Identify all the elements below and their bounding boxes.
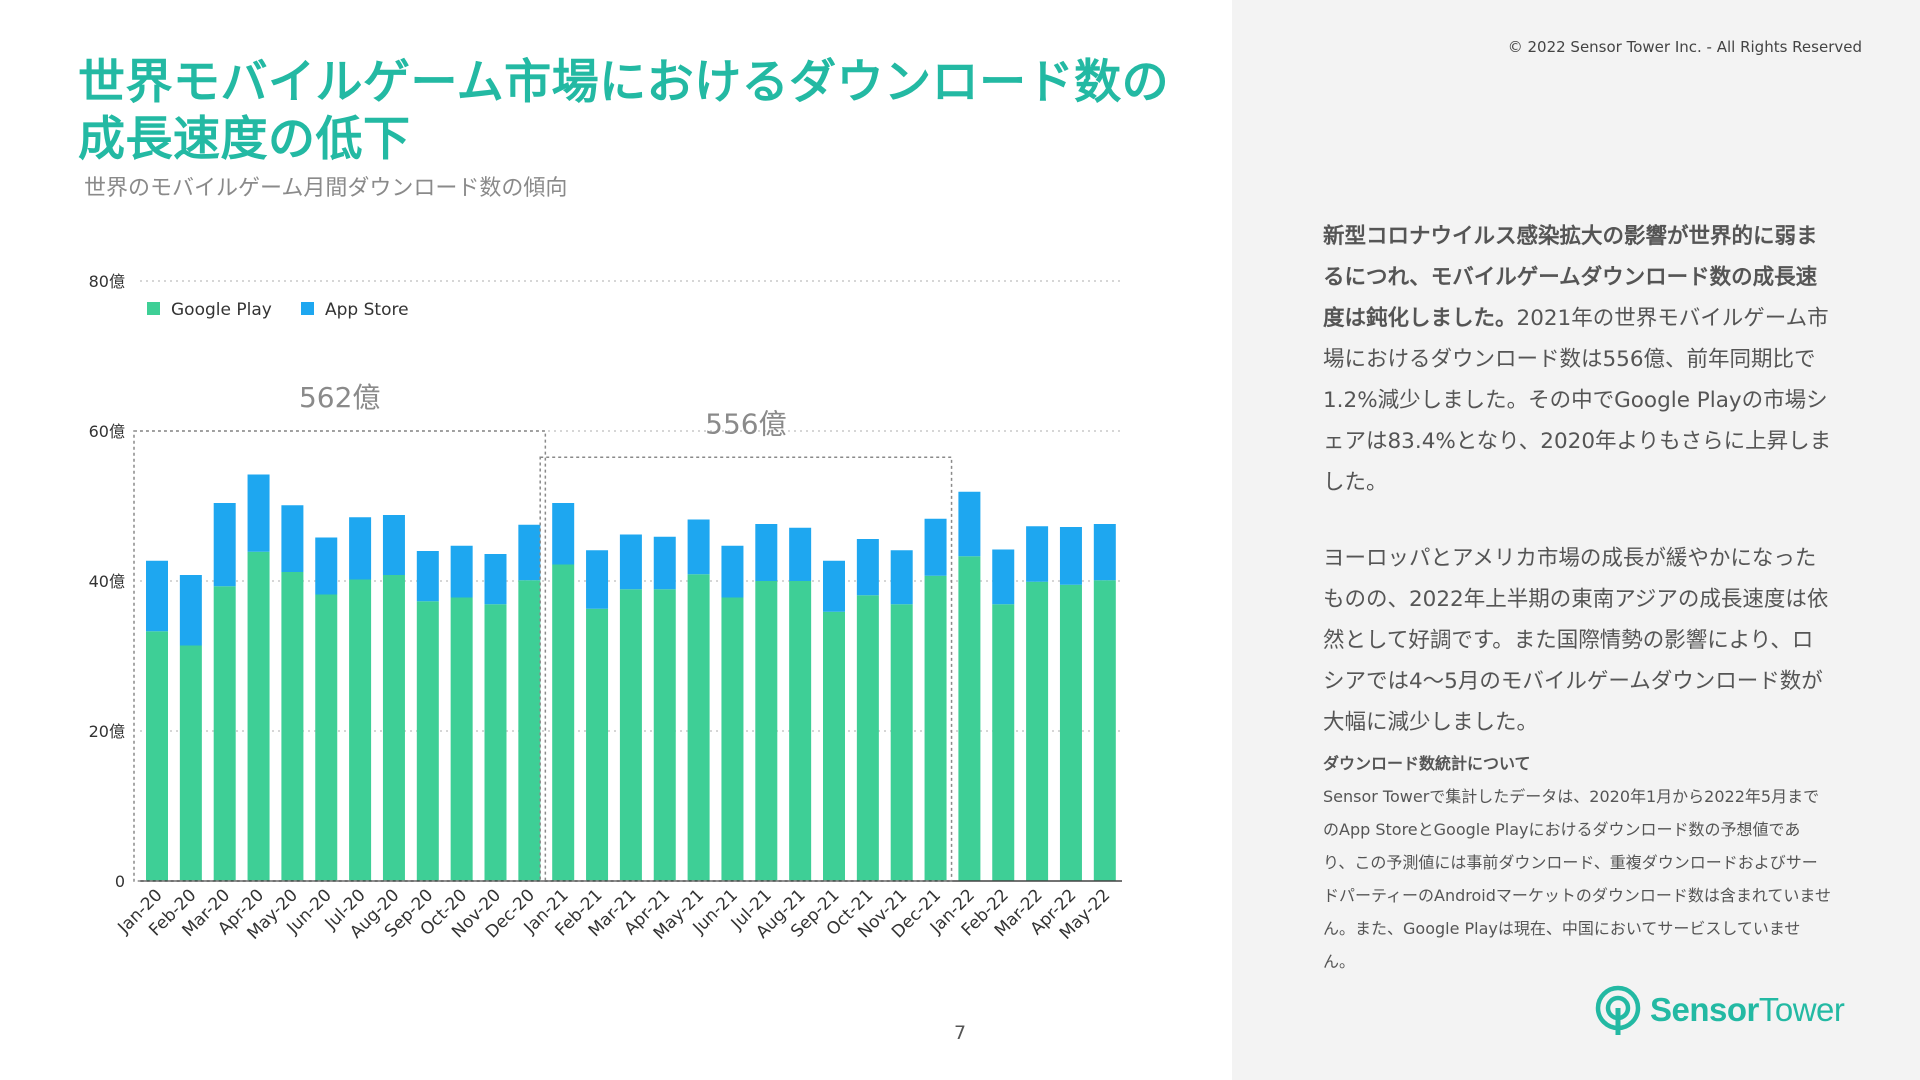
legend-label: Google Play xyxy=(171,300,272,320)
sensor-tower-logo: SensorTower xyxy=(1594,982,1845,1038)
logo-wordmark: SensorTower xyxy=(1650,991,1845,1029)
bar-app-store xyxy=(349,517,372,580)
bar-app-store xyxy=(721,545,744,598)
bar-app-store xyxy=(856,539,879,596)
bar-google-play xyxy=(146,631,168,881)
legend-swatch xyxy=(301,302,314,315)
y-tick-label: 20億 xyxy=(89,722,125,741)
bar-google-play xyxy=(653,589,676,881)
summary-paragraph: 新型コロナウイルス感染拡大の影響が世界的に弱まるにつれ、モバイルゲームダウンロー… xyxy=(1323,216,1833,503)
bar-app-store xyxy=(992,549,1015,605)
downloads-bar-chart: 020億40億60億80億562億556億Jan-20Feb-20Mar-20A… xyxy=(89,272,1122,944)
y-tick-label: 0 xyxy=(115,872,125,891)
bar-app-store xyxy=(653,536,676,590)
bar-app-store xyxy=(1059,527,1082,585)
regional-paragraph: ヨーロッパとアメリカ市場の成長が緩やかになったものの、2022年上半期の東南アジ… xyxy=(1323,546,1829,735)
bar-app-store xyxy=(146,560,168,632)
bar-app-store xyxy=(789,527,812,581)
note-text: Sensor Towerで集計したデータは、2020年1月から2022年5月まで… xyxy=(1323,787,1831,971)
bar-google-play xyxy=(179,645,202,881)
bar-google-play xyxy=(958,556,981,881)
bar-app-store xyxy=(823,560,845,612)
logo-word-tower: Tower xyxy=(1758,991,1845,1028)
bar-google-play xyxy=(890,604,913,881)
bar-google-play xyxy=(450,597,473,881)
bar-app-store xyxy=(958,491,981,557)
bar-google-play xyxy=(281,572,304,881)
summary-text: 2021年の世界モバイルゲーム市場におけるダウンロード数は556億、前年同期比で… xyxy=(1323,306,1832,495)
bar-app-store xyxy=(890,550,913,605)
bar-google-play xyxy=(755,581,778,881)
chart-subtitle: 世界のモバイルゲーム月間ダウンロード数の傾向 xyxy=(84,176,568,201)
bar-google-play xyxy=(924,575,947,881)
bar-google-play xyxy=(518,580,541,881)
y-tick-label: 60億 xyxy=(89,422,125,441)
bar-app-store xyxy=(484,554,507,605)
bar-app-store xyxy=(1026,526,1049,582)
bar-app-store xyxy=(281,505,304,572)
sensor-tower-logo-icon xyxy=(1594,984,1642,1036)
bar-google-play xyxy=(1026,581,1049,881)
bar-google-play xyxy=(315,594,338,881)
bar-google-play xyxy=(1093,580,1116,881)
bar-google-play xyxy=(687,574,710,881)
logo-word-sensor: Sensor xyxy=(1650,991,1759,1028)
bar-app-store xyxy=(586,550,609,609)
bar-google-play xyxy=(247,551,270,881)
note-heading: ダウンロード数統計について xyxy=(1323,754,1531,773)
bar-google-play xyxy=(484,604,507,881)
bar-app-store xyxy=(755,524,778,581)
bar-google-play xyxy=(416,601,439,881)
copyright-notice: © 2022 Sensor Tower Inc. - All Rights Re… xyxy=(1507,38,1862,56)
legend-label: App Store xyxy=(325,300,409,320)
annotation-box xyxy=(133,430,547,882)
bar-app-store xyxy=(247,474,270,552)
bar-app-store xyxy=(179,575,202,646)
bar-google-play xyxy=(552,564,575,881)
bar-app-store xyxy=(924,518,947,576)
bar-app-store xyxy=(552,503,575,565)
bar-app-store xyxy=(518,524,541,581)
y-tick-label: 40億 xyxy=(89,572,125,591)
bar-app-store xyxy=(213,503,236,587)
page-title: 世界モバイルゲーム市場におけるダウンロード数の成長速度の低下 xyxy=(78,55,1170,167)
bar-google-play xyxy=(856,595,879,881)
bar-app-store xyxy=(1093,524,1116,581)
summary-bold-text: 新型コロナウイルス感染拡大の影響が世界的に弱まるにつれ、モバイルゲームダウンロー… xyxy=(1323,224,1818,331)
bar-google-play xyxy=(992,604,1015,881)
bar-app-store xyxy=(382,515,405,575)
side-panel xyxy=(1232,0,1920,1080)
bar-google-play xyxy=(349,579,372,881)
bar-google-play xyxy=(619,589,642,881)
bar-app-store xyxy=(687,519,710,575)
bar-google-play xyxy=(382,575,405,881)
page-number: 7 xyxy=(953,1022,967,1044)
bar-google-play xyxy=(213,586,236,881)
annotation-label: 556億 xyxy=(705,407,786,440)
y-tick-label: 80億 xyxy=(89,272,125,291)
bar-app-store xyxy=(450,545,473,598)
bar-app-store xyxy=(619,534,642,590)
annotation-label: 562億 xyxy=(299,381,380,414)
bar-google-play xyxy=(586,608,609,881)
bar-google-play xyxy=(823,611,845,881)
annotation-box xyxy=(539,456,953,882)
bar-app-store xyxy=(416,551,439,602)
legend-swatch xyxy=(147,302,160,315)
bar-google-play xyxy=(721,597,744,881)
bar-google-play xyxy=(789,581,812,881)
bar-app-store xyxy=(315,537,338,595)
bar-google-play xyxy=(1059,584,1082,881)
